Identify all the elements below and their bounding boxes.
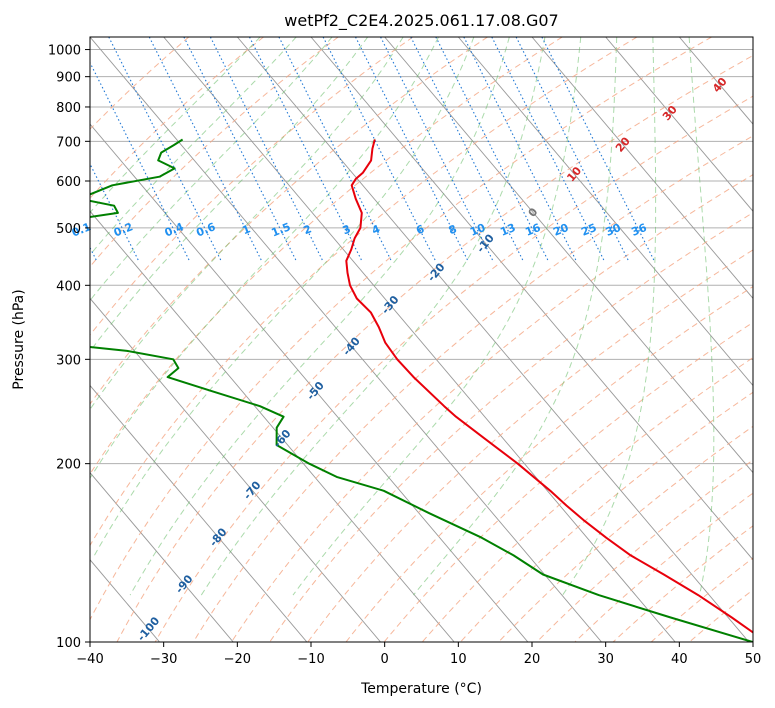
y-tick-label: 200 — [56, 458, 81, 473]
mixing-ratio-label: 1 — [240, 222, 252, 237]
x-axis-title: Temperature (°C) — [360, 681, 482, 697]
mixing-ratio-line — [491, 37, 605, 262]
mixing-ratio-line — [322, 37, 436, 262]
y-tick-label: 500 — [56, 222, 81, 237]
mixing-ratio-line — [278, 37, 392, 262]
x-tick-label: −20 — [224, 652, 251, 667]
isotherm-line — [90, 37, 602, 642]
dry-adiabat-line — [90, 37, 488, 405]
isotherm-line — [90, 123, 529, 642]
isotherm-line — [457, 37, 753, 387]
y-tick-label: 1000 — [48, 44, 81, 59]
isotherm-line — [90, 471, 234, 642]
x-tick-label: −10 — [297, 652, 324, 667]
mixing-ratio-line — [209, 37, 324, 262]
axes: −40 −30 −20 −10 0 10 20 30 40 50 1000 900 800 700 600 5… — [48, 44, 761, 667]
background-lines — [90, 37, 753, 642]
mixing-ratio-line — [148, 37, 263, 262]
chart-title: wetPf2_C2E4.2025.061.17.08.G07 — [284, 11, 558, 31]
mixing-ratio-label: 30 — [604, 221, 623, 239]
x-tick-label: 10 — [450, 652, 467, 667]
temperature-line — [345, 139, 753, 634]
mixing-ratio-line — [410, 37, 524, 262]
mixing-ratio-line — [183, 37, 297, 262]
mixing-ratio-line — [108, 37, 222, 262]
moist-adiabat-line — [413, 37, 618, 596]
x-tick-label: 40 — [671, 652, 688, 667]
mixing-ratio-label: 8 — [447, 222, 459, 237]
dry-adiabat-line — [536, 459, 753, 642]
mixing-ratio-label: 2 — [302, 222, 314, 237]
y-tick-label: 800 — [56, 101, 81, 116]
moist-adiabat-line — [90, 37, 261, 214]
y-tick-label: 900 — [56, 71, 81, 86]
dewpoint-line — [90, 138, 753, 642]
moist-adiabat-line — [90, 37, 439, 480]
data-lines — [90, 138, 753, 642]
mixing-ratio-line — [463, 37, 577, 262]
isotherm-line — [236, 37, 750, 642]
plot-area — [90, 37, 753, 642]
dry-adiabat-line — [345, 285, 753, 642]
x-tick-label: 20 — [524, 652, 541, 667]
dry-adiabat-line — [192, 135, 753, 642]
mixing-ratio-label: 13 — [498, 221, 517, 239]
x-tick-label: 50 — [745, 652, 762, 667]
moist-adiabat-line — [90, 37, 404, 411]
moist-adiabat-line — [292, 37, 582, 596]
isotherm-line — [90, 210, 455, 642]
mixing-ratio-label: 10 — [468, 221, 487, 239]
moist-adiabat-line — [90, 37, 297, 256]
moist-adiabat-line — [688, 37, 715, 596]
mixing-ratio-line — [541, 37, 655, 262]
x-tick-label: 0 — [381, 652, 389, 667]
isotherm-line — [90, 384, 308, 642]
x-tick-label: 30 — [597, 652, 614, 667]
mixing-ratio-label: 3 — [341, 222, 353, 237]
dry-adiabat-line — [90, 37, 712, 621]
mixing-ratio-line — [380, 37, 494, 262]
dry-adiabat-line — [498, 425, 753, 642]
isotherm-line — [90, 297, 381, 642]
mixing-ratio-line — [515, 37, 629, 262]
y-tick-label: 100 — [56, 636, 81, 651]
y-tick-label: 300 — [56, 353, 81, 368]
dry-adiabat-line — [90, 37, 264, 199]
y-tick-label: 400 — [56, 279, 81, 294]
dry-adiabat-line — [231, 174, 753, 642]
plot-frame — [89, 36, 754, 643]
dry-adiabat-line — [460, 391, 753, 642]
x-tick-label: −40 — [76, 652, 103, 667]
dry-adiabat-line — [90, 37, 414, 336]
y-tick-label: 700 — [56, 135, 81, 150]
mixing-ratio-label: 20 — [551, 221, 570, 239]
mixing-ratio-label: 25 — [579, 221, 598, 239]
moist-adiabat-line — [93, 37, 475, 556]
dry-adiabat-line — [90, 37, 638, 547]
x-tick-label: −30 — [150, 652, 177, 667]
mixing-ratio-line — [249, 37, 363, 262]
moist-adiabat-line — [200, 37, 546, 596]
isotherm-line — [605, 37, 753, 212]
y-tick-label: 600 — [56, 175, 81, 190]
y-axis-title: Pressure (hPa) — [11, 289, 27, 389]
mixing-ratio-line — [355, 37, 469, 262]
mixing-ratio-label: 36 — [630, 221, 649, 239]
mixing-ratio-line — [435, 37, 549, 262]
isotherm-line — [531, 37, 753, 300]
isotherm-line — [163, 37, 676, 642]
isotherm-line — [752, 37, 753, 38]
dry-adiabat-line — [269, 212, 753, 642]
mixing-ratio-label: 16 — [523, 221, 542, 239]
dry-adiabat-line — [307, 249, 753, 642]
dry-adiabat-line — [154, 95, 753, 642]
isotherm-line — [384, 37, 753, 474]
moist-adiabat-line — [562, 37, 657, 596]
moist-adiabat-line — [129, 37, 510, 596]
